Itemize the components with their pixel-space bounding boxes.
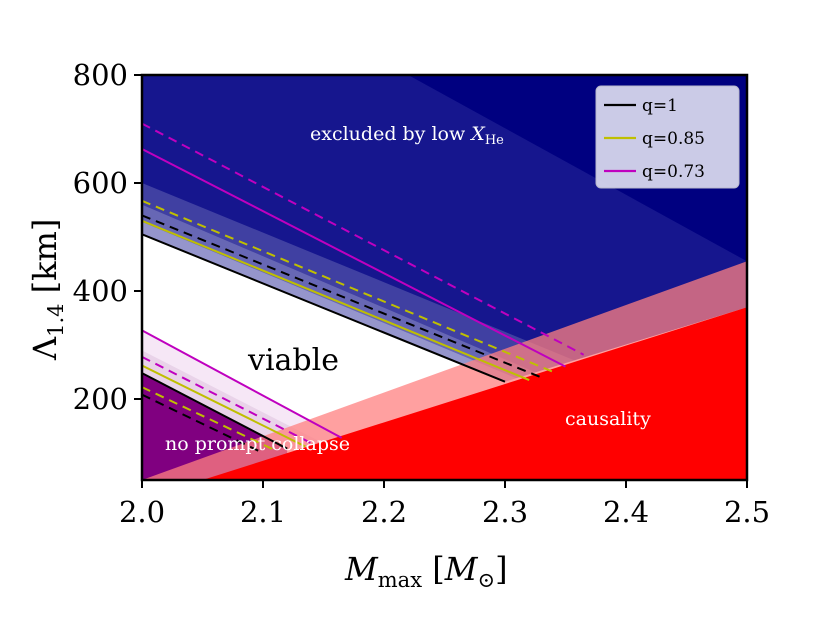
legend: q=1 q=0.85 q=0.73: [595, 85, 740, 189]
upper-line-5: [142, 122, 585, 356]
y-tick-label: 600: [73, 166, 128, 200]
x-tick-label: 2.0: [119, 495, 165, 529]
upper-line-0: [142, 233, 506, 383]
x-tick-label: 2.1: [240, 495, 286, 529]
legend-box: [595, 85, 740, 189]
y-tick-label: 200: [73, 382, 128, 416]
excluded-light-region: [142, 75, 747, 382]
x-axis-ticks: 2.0 2.1 2.2 2.3 2.4 2.5: [119, 480, 770, 529]
x-axis-label: Mmax [M⊙]: [344, 550, 508, 592]
y-axis-label: Λ1.4 [km]: [26, 219, 68, 361]
curve-lines: [142, 122, 585, 454]
region-label-excluded: excluded by low XHe: [310, 123, 504, 148]
causality-region: [202, 307, 747, 480]
y-tick-label: 400: [73, 274, 128, 308]
prompt-band: [142, 330, 342, 444]
region-label-prompt: no prompt collapse: [165, 433, 350, 455]
upper-line-4: [142, 148, 566, 368]
lower-line-4: [142, 329, 343, 439]
excluded-band: [142, 183, 590, 375]
upper-line-2: [142, 219, 530, 382]
legend-label-q073: q=0.73: [642, 162, 705, 182]
x-tick-label: 2.2: [361, 495, 407, 529]
region-label-causality: causality: [565, 408, 651, 430]
x-tick-label: 2.5: [724, 495, 770, 529]
prompt-band: [142, 350, 324, 449]
lower-line-5: [142, 355, 312, 445]
lower-line-1: [142, 393, 264, 454]
plot-frame: [140, 73, 749, 482]
region-label-viable: viable: [247, 343, 339, 378]
lower-line-3: [142, 386, 276, 452]
x-tick-label: 2.4: [603, 495, 649, 529]
excluded-band: [142, 204, 542, 379]
y-tick-label: 800: [73, 58, 128, 92]
lower-line-2: [142, 364, 306, 448]
upper-line-1: [142, 214, 542, 379]
excluded-band: [142, 221, 518, 382]
lower-line-0: [142, 372, 288, 450]
x-tick-label: 2.3: [482, 495, 528, 529]
legend-label-q085: q=0.85: [642, 129, 705, 149]
y-axis-ticks: 200 400 600 800: [73, 58, 142, 416]
legend-label-q1: q=1: [642, 96, 678, 116]
